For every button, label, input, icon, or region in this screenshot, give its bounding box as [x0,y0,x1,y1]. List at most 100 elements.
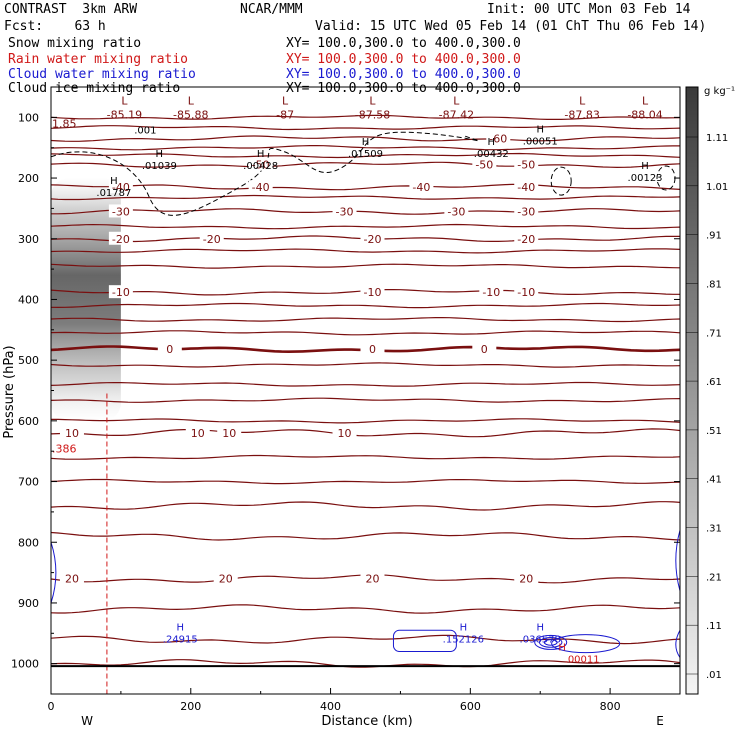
cloud-water-max-value: .036578 [520,634,561,645]
isotherm-label: -40 [112,181,130,194]
field-cloudwater-xy: XY= 100.0,300.0 to 400.0,300.0 [286,67,521,82]
minimum-marker: L [453,94,460,107]
contour-labels: -60 -50 -50 -50 -40 -40 -40 -40 -30 -30 -30 -30 -20 -… [52,94,663,665]
isotherm-label-bg [199,231,224,245]
isotherm-line [51,161,680,169]
isotherm-line [51,248,680,254]
west-label: W [81,714,93,728]
isotherm-label: -60 [489,133,507,146]
center-name: NCAR/MMM [240,2,303,17]
field-cloudwater-name: Cloud water mixing ratio [8,67,196,82]
isotherm-label-bg [332,204,357,218]
cloud-ice-max-value: .01039 [142,161,177,172]
x-tick-label: 800 [600,700,621,713]
field-rain-xy: XY= 100.0,300.0 to 400.0,300.0 [286,52,521,67]
edge-value: 1.85 [52,118,77,131]
y-tick-label: 800 [18,536,39,549]
field-cloudice-xy: XY= 100.0,300.0 to 400.0,300.0 [286,81,521,96]
isotherm-line [51,397,680,403]
colorbar-tick-label: .81 [706,279,722,290]
isotherm-line [51,194,680,201]
minimum-marker: L [642,94,649,107]
isotherm-label-bg [213,571,238,585]
isotherm-label-bg [108,231,133,245]
isotherm-label: 0 [481,343,488,356]
isotherm-label-bg [59,571,84,585]
isotherm-label: 10 [191,427,205,440]
colorbar-tick-label: .31 [706,524,722,535]
isotherm-label-bg [185,425,210,439]
isotherm-line [51,330,680,336]
isotherm-label: 0 [369,343,376,356]
cloud-ice-max-marker: H [536,125,544,136]
minimum-marker: L [121,94,128,107]
isotherm-label: -20 [112,233,130,246]
rain-max-value: .00011 [565,655,600,666]
isotherm-line [51,362,680,368]
liquid-contours [51,393,680,694]
y-tick-label: 500 [18,354,39,367]
rain-max-marker: H [558,643,566,654]
colorbar-tick-label: .01 [706,670,722,681]
isotherm-label-bg [514,231,539,245]
y-tick-label: 1000 [11,658,39,671]
cloud-ice-max-marker: H [641,161,649,172]
colorbar-bar [685,86,699,695]
cloud-water-max-value: .24915 [163,634,198,645]
minimum-value: -87.83 [564,108,599,121]
isotherm-label: -50 [517,159,535,172]
colorbar-tick-label: 1.01 [706,182,728,193]
field-snow-name: Snow mixing ratio [8,36,142,51]
isotherm-label-bg [360,571,385,585]
init-time: Init: 00 UTC Mon 03 Feb 14 [487,2,691,17]
isotherm-label: 20 [65,573,79,586]
isotherm-label: -30 [336,205,354,218]
isotherm-label: -40 [412,181,430,194]
cloud-water-contour [392,629,457,653]
isotherm-line [51,302,680,309]
isotherm-label-bg [108,204,133,218]
isotherm-label: -30 [112,205,130,218]
plot-title: CONTRAST 3km ARW [4,2,138,17]
isotherm-label-bg [332,425,357,439]
cloud-ice-max-value: .01509 [348,149,383,160]
cloud-water-contour [675,630,680,658]
edge-value: .386 [52,442,77,455]
colorbar: g kg⁻¹ 1.11 1.01 .91 .81 .71 .61 .51 .41 .31 .21 .1… [685,86,735,695]
isotherm-label: 20 [219,573,233,586]
isotherm-line [51,183,680,191]
isotherm-label: -50 [475,159,493,172]
colorbar-tick-label: .41 [706,475,722,486]
isotherm-label-bg [360,342,385,356]
y-tick-label: 600 [18,415,39,428]
x-tick-label: 0 [48,700,55,713]
isotherm-label: 10 [338,427,352,440]
field-rain-name: Rain water mixing ratio [8,52,189,67]
minimum-value: -85.19 [107,108,142,121]
cloud-ice-max-value: .00432 [474,149,509,160]
isotherm-line [51,531,680,541]
cloud-ice-max-value: .00051 [523,137,558,148]
cloud-ice-contour [550,166,572,196]
colorbar-unit: g kg⁻¹ [704,86,735,97]
isotherm-label: 10 [222,427,236,440]
isotherm-label: -10 [482,286,500,299]
isotherm-label-bg [514,157,539,171]
isotherm-label: -20 [517,233,535,246]
valid-time: Valid: 15 UTC Wed 05 Feb 14 (01 ChT Thu … [315,19,707,34]
minimum-marker: L [579,94,586,107]
cloud-water-max-marker: H [536,622,544,633]
cloud-water-contour [675,529,680,591]
cloud-water-contour [551,634,621,654]
isotherm-line [51,604,680,614]
isotherm-label-bg [514,571,539,585]
cloud-water-contour [51,542,57,604]
cloud-water-max-value: .152126 [443,634,484,645]
field-cloudice-name: Cloud ice mixing ratio [8,81,181,96]
isotherm-line [51,454,680,460]
cloud-water-max-marker: H [460,622,468,633]
minimum-marker: L [369,94,376,107]
y-tick-label: 700 [18,476,39,489]
colorbar-tick-label: .91 [706,231,722,242]
